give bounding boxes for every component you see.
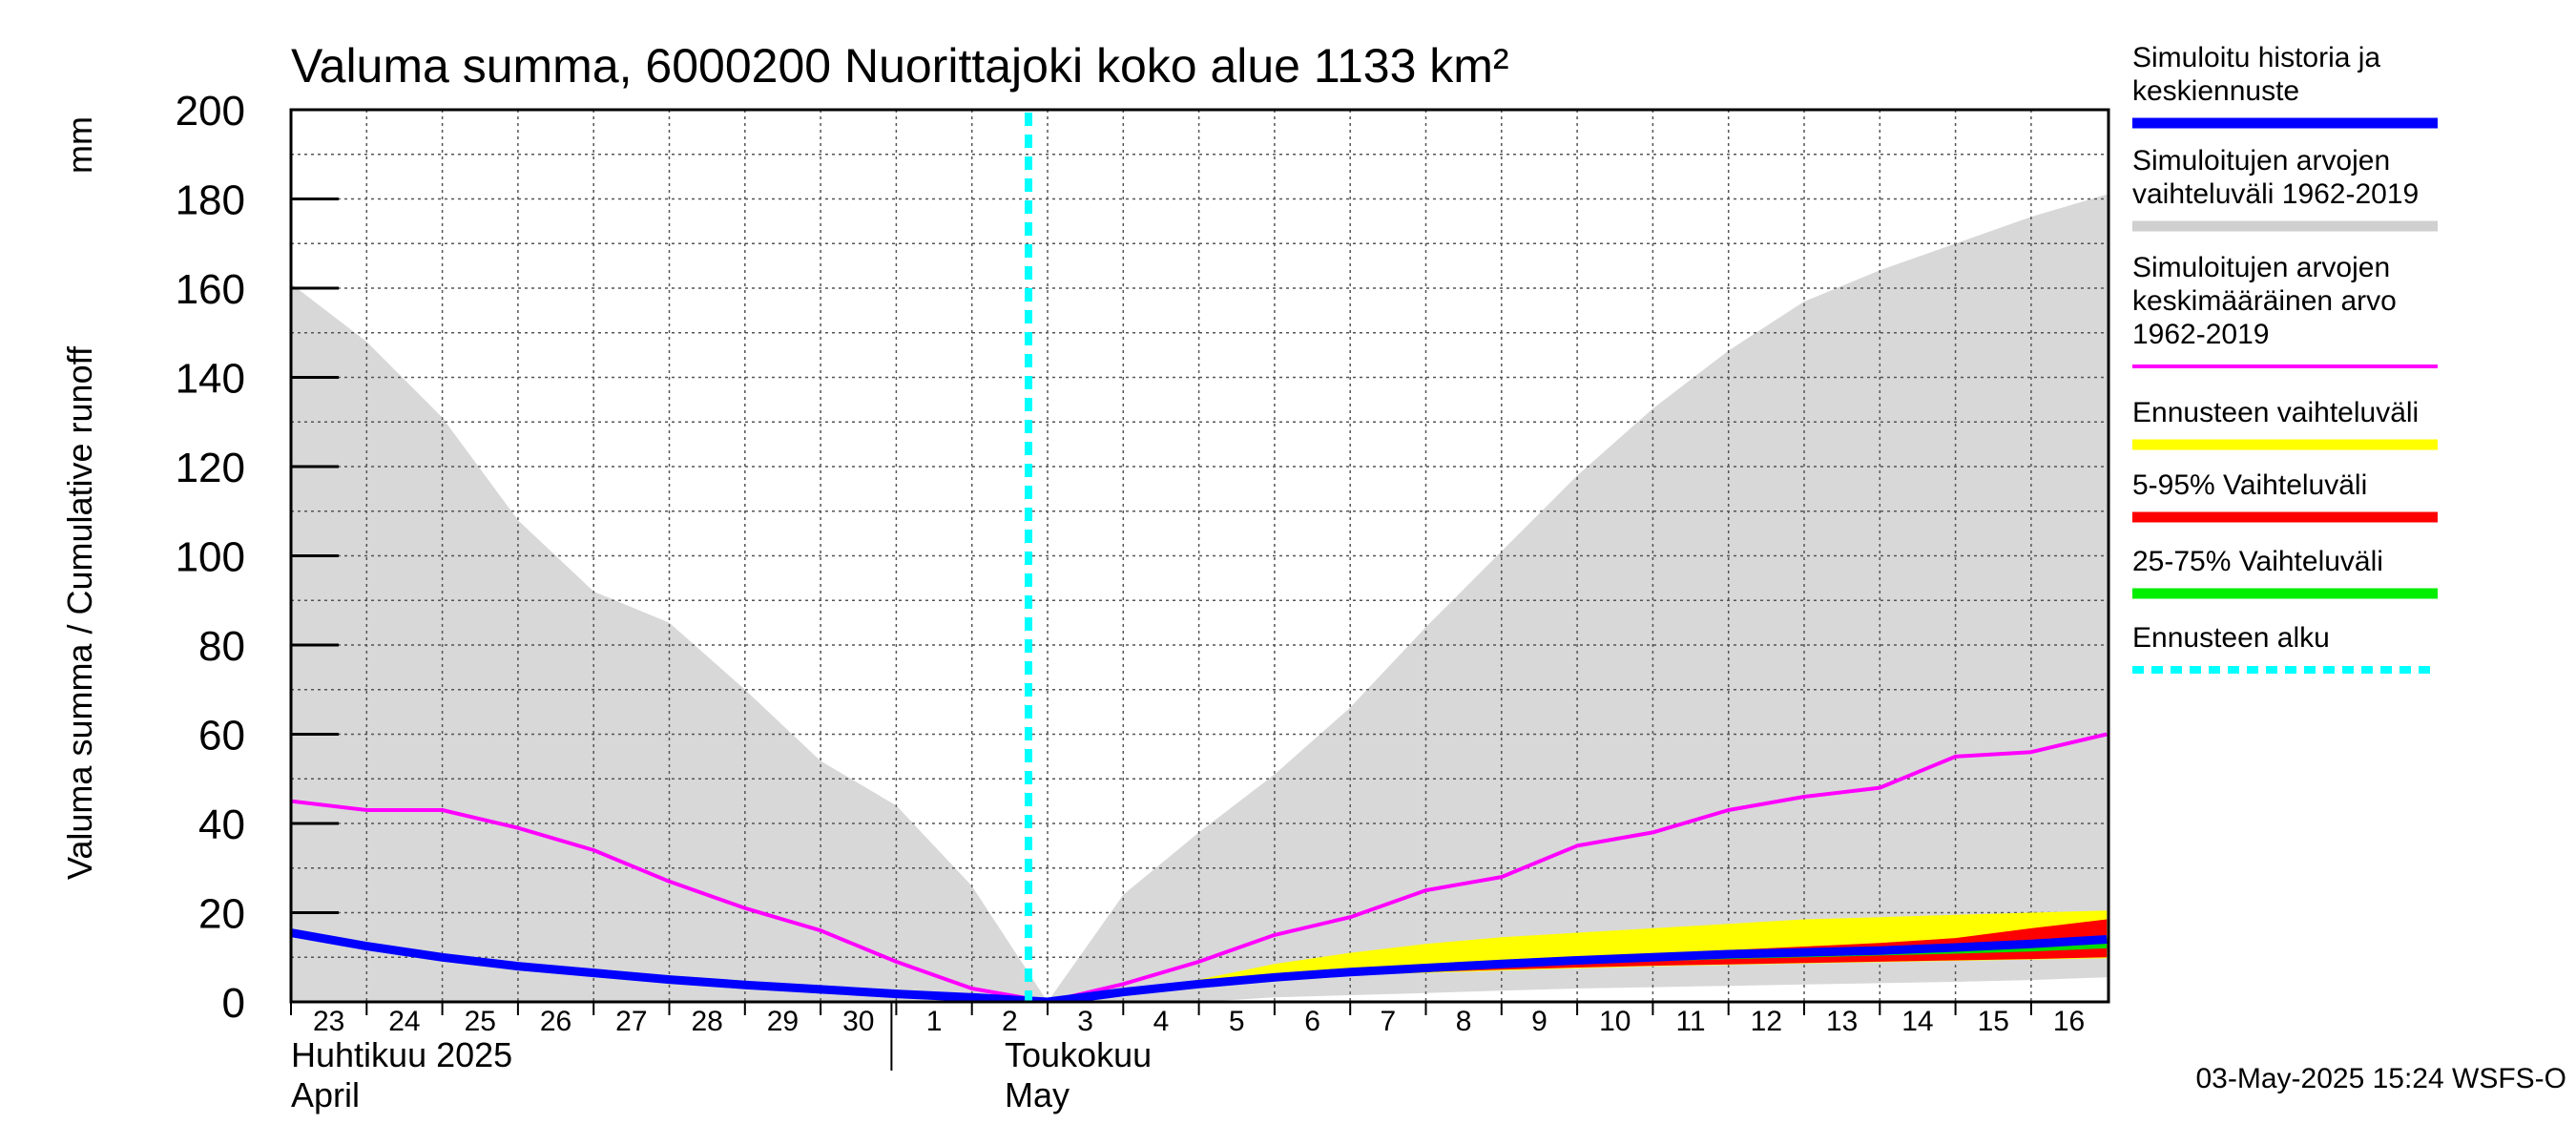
x-tick-label: 14: [1901, 1006, 1933, 1037]
y-tick-label: 60: [198, 713, 245, 760]
simulated-series-line: [291, 928, 2108, 1002]
x-tick-label: 8: [1456, 1006, 1472, 1037]
x-tick-label: 16: [2053, 1006, 2085, 1037]
x-tick-label: 28: [691, 1006, 722, 1037]
legend-label: vaihteluväli 1962-2019: [2132, 178, 2419, 210]
x-tick-label: 23: [313, 1006, 344, 1037]
y-axis-label: Valuma summa / Cumulative runoff: [60, 345, 99, 880]
legend-label: Simuloitujen arvojen: [2132, 145, 2390, 177]
y-tick-label: 80: [198, 623, 245, 670]
y-tick-label: 140: [176, 356, 245, 403]
month-label-fi: Toukokuu: [1005, 1035, 1152, 1074]
legend-label: Ennusteen vaihteluväli: [2132, 397, 2419, 428]
x-tick-label: 13: [1826, 1006, 1858, 1037]
y-tick-label: 0: [222, 980, 245, 1027]
legend-label: keskimääräinen arvo: [2132, 285, 2397, 317]
x-tick-label: 29: [767, 1006, 799, 1037]
x-tick-label: 4: [1153, 1006, 1170, 1037]
y-tick-label: 120: [176, 445, 245, 491]
legend-label: Simuloitu historia ja: [2132, 42, 2380, 73]
x-tick-label: 11: [1675, 1006, 1705, 1037]
x-tick-label: 26: [540, 1006, 571, 1037]
x-tick-label: 2: [1002, 1006, 1018, 1037]
chart-title: Valuma summa, 6000200 Nuorittajoki koko …: [291, 39, 1509, 93]
y-tick-label: 20: [198, 891, 245, 938]
mean-series-line: [291, 732, 2108, 1002]
y-tick-label: 160: [176, 266, 245, 313]
y-tick-label: 100: [176, 534, 245, 581]
legend-label: Ennusteen alku: [2132, 622, 2330, 654]
x-tick-label: 15: [1978, 1006, 2009, 1037]
month-label-en: April: [291, 1075, 360, 1114]
month-label-fi: Huhtikuu 2025: [291, 1035, 512, 1074]
grid: [291, 110, 2109, 1002]
x-tick-label: 3: [1077, 1006, 1093, 1037]
x-tick-label: 6: [1304, 1006, 1320, 1037]
x-tick-label: 9: [1531, 1006, 1548, 1037]
y-tick-label: 40: [198, 802, 245, 848]
legend-label: 1962-2019: [2132, 319, 2269, 350]
legend-label: Simuloitujen arvojen: [2132, 252, 2390, 283]
month-label-en: May: [1005, 1075, 1070, 1114]
x-tick-label: 10: [1599, 1006, 1631, 1037]
x-tick-label: 30: [842, 1006, 874, 1037]
x-tick-label: 27: [615, 1006, 647, 1037]
y-tick-label: 200: [176, 88, 245, 135]
legend-label: 5-95% Vaihteluväli: [2132, 469, 2367, 501]
x-tick-label: 25: [465, 1006, 496, 1037]
x-tick-label: 5: [1229, 1006, 1245, 1037]
x-tick-label: 12: [1751, 1006, 1782, 1037]
axes: 0 20 40 60 80 100 120 140 160 180 200 Valuma summa …: [60, 88, 2110, 1114]
x-tick-label: 1: [926, 1006, 943, 1037]
plot-area: [291, 110, 2109, 1002]
plot-series: [291, 110, 2109, 1002]
legend-label: 25-75% Vaihteluväli: [2132, 546, 2383, 577]
y-axis-unit: mm: [60, 116, 99, 174]
footer-timestamp: 03-May-2025 15:24 WSFS-O: [2196, 1063, 2567, 1094]
legend-label: keskiennuste: [2132, 75, 2299, 107]
x-tick-label: 24: [388, 1006, 420, 1037]
x-tick-label: 7: [1381, 1006, 1397, 1037]
y-tick-label: 180: [176, 177, 245, 224]
